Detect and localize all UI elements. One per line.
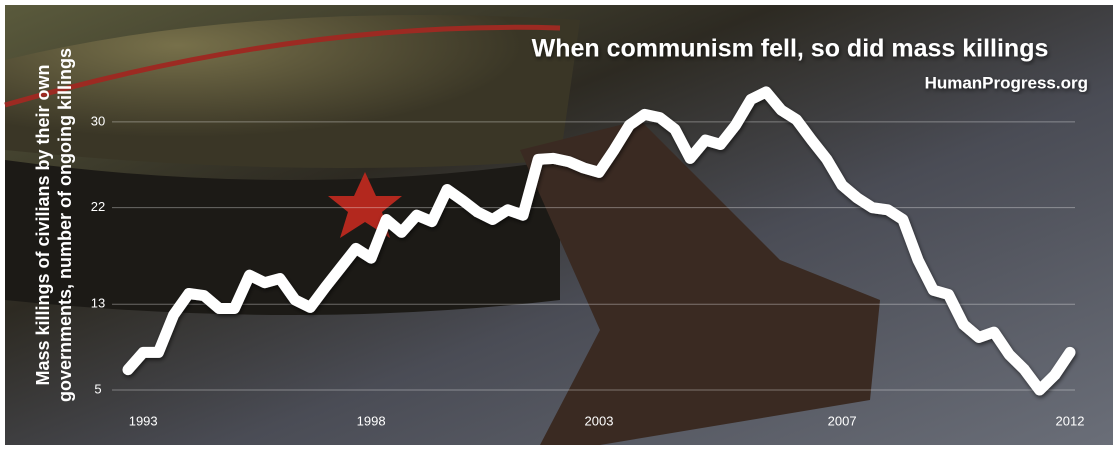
y-axis-label: Mass killings of civilians by their own bbox=[33, 64, 53, 385]
x-tick-label: 1993 bbox=[129, 413, 158, 428]
y-axis-label: governments, number of ongoing killings bbox=[55, 48, 75, 402]
y-tick-label: 13 bbox=[91, 296, 105, 311]
chart-title: When communism fell, so did mass killing… bbox=[532, 35, 1049, 63]
chart-subtitle: HumanProgress.org bbox=[925, 73, 1088, 92]
x-tick-label: 2003 bbox=[585, 413, 614, 428]
y-tick-label: 22 bbox=[91, 199, 105, 214]
cap-shadow bbox=[5, 160, 560, 315]
x-tick-label: 2012 bbox=[1056, 413, 1085, 428]
x-tick-label: 1998 bbox=[357, 413, 386, 428]
x-tick-label: 2007 bbox=[828, 413, 857, 428]
y-tick-label: 30 bbox=[91, 113, 105, 128]
y-tick-label: 5 bbox=[94, 381, 101, 396]
chart: When communism fell, so did mass killing… bbox=[0, 0, 1120, 449]
